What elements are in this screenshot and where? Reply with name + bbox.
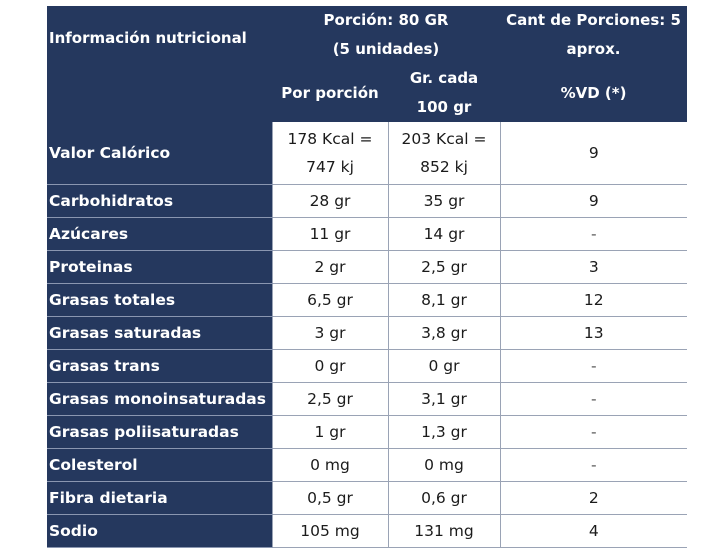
- row-label: Grasas poliisaturadas: [47, 415, 272, 449]
- cell-vd: 3: [499, 250, 687, 284]
- table-row: Colesterol 0 mg 0 mg -: [47, 448, 687, 482]
- cell-vd: 13: [499, 316, 687, 350]
- cell-per100-line1: 203 Kcal =: [401, 130, 487, 148]
- cell-vd: 12: [499, 283, 687, 317]
- row-label: Proteinas: [47, 250, 272, 284]
- cell-per100: 8,1 gr: [387, 283, 500, 317]
- cell-per100: 3,8 gr: [387, 316, 500, 350]
- row-label: Fibra dietaria: [47, 481, 272, 515]
- table-row: Proteinas 2 gr 2,5 gr 3: [47, 250, 687, 284]
- table-row: Grasas poliisaturadas 1 gr 1,3 gr -: [47, 415, 687, 449]
- table-row: Fibra dietaria 0,5 gr 0,6 gr 2: [47, 481, 687, 515]
- cell-portion: 2,5 gr: [271, 382, 388, 416]
- cell-vd: -: [499, 448, 687, 482]
- col-per-100g-line2: 100 gr: [416, 98, 472, 116]
- cell-per100: 131 mg: [387, 514, 500, 548]
- row-label: Colesterol: [47, 448, 272, 482]
- cell-per100: 0,6 gr: [387, 481, 500, 515]
- portion-units: (5 unidades): [332, 40, 440, 58]
- cell-portion: 0 mg: [271, 448, 388, 482]
- cell-per100-line2: 852 kj: [420, 158, 468, 176]
- table-row: Azúcares 11 gr 14 gr -: [47, 217, 687, 251]
- cell-per100: 203 Kcal = 852 kj: [387, 122, 500, 185]
- cell-per100: 2,5 gr: [387, 250, 500, 284]
- cell-vd: -: [499, 382, 687, 416]
- row-label: Carbohidratos: [47, 184, 272, 218]
- servings-count: Cant de Porciones: 5: [506, 11, 681, 29]
- row-label: Sodio: [47, 514, 272, 548]
- cell-portion: 6,5 gr: [271, 283, 388, 317]
- cell-vd: 2: [499, 481, 687, 515]
- cell-vd: 4: [499, 514, 687, 548]
- header-servings: Cant de Porciones: 5 aprox.: [500, 6, 687, 64]
- row-label: Grasas totales: [47, 283, 272, 317]
- table-row: Carbohidratos 28 gr 35 gr 9: [47, 184, 687, 218]
- nutrition-table-container: Información nutricional Porción: 80 GR (…: [47, 6, 687, 548]
- cell-portion: 1 gr: [271, 415, 388, 449]
- cell-portion: 2 gr: [271, 250, 388, 284]
- col-vd: %VD (*): [500, 64, 687, 122]
- cell-portion: 3 gr: [271, 316, 388, 350]
- cell-portion: 0,5 gr: [271, 481, 388, 515]
- table-row: Grasas monoinsaturadas 2,5 gr 3,1 gr -: [47, 382, 687, 416]
- col-per-100g-line1: Gr. cada: [409, 69, 479, 87]
- row-label: Grasas saturadas: [47, 316, 272, 350]
- cell-portion-line1: 178 Kcal =: [287, 130, 373, 148]
- cell-vd: -: [499, 217, 687, 251]
- header-title: Información nutricional: [47, 6, 272, 122]
- table-row: Valor Calórico 178 Kcal = 747 kj 203 Kca…: [47, 122, 687, 185]
- cell-portion-line2: 747 kj: [306, 158, 354, 176]
- col-per-100g: Gr. cada 100 gr: [388, 64, 500, 122]
- table-row: Grasas trans 0 gr 0 gr -: [47, 349, 687, 383]
- servings-approx: aprox.: [566, 40, 621, 58]
- cell-per100: 0 gr: [387, 349, 500, 383]
- cell-per100: 1,3 gr: [387, 415, 500, 449]
- header-portion: Porción: 80 GR (5 unidades): [272, 6, 500, 64]
- cell-portion: 0 gr: [271, 349, 388, 383]
- cell-per100: 0 mg: [387, 448, 500, 482]
- cell-portion: 105 mg: [271, 514, 388, 548]
- cell-per100: 14 gr: [387, 217, 500, 251]
- cell-vd: 9: [499, 122, 687, 185]
- row-label: Valor Calórico: [47, 122, 272, 185]
- cell-portion: 178 Kcal = 747 kj: [271, 122, 388, 185]
- table-row: Grasas totales 6,5 gr 8,1 gr 12: [47, 283, 687, 317]
- cell-portion: 28 gr: [271, 184, 388, 218]
- nutrition-table: Información nutricional Porción: 80 GR (…: [47, 6, 687, 548]
- cell-per100: 3,1 gr: [387, 382, 500, 416]
- row-label: Grasas monoinsaturadas: [47, 382, 272, 416]
- row-label: Grasas trans: [47, 349, 272, 383]
- col-per-portion: Por porción: [272, 64, 388, 122]
- cell-portion: 11 gr: [271, 217, 388, 251]
- table-row: Sodio 105 mg 131 mg 4: [47, 514, 687, 548]
- cell-per100: 35 gr: [387, 184, 500, 218]
- table-header: Información nutricional Porción: 80 GR (…: [47, 6, 687, 122]
- cell-vd: -: [499, 415, 687, 449]
- cell-vd: -: [499, 349, 687, 383]
- table-row: Grasas saturadas 3 gr 3,8 gr 13: [47, 316, 687, 350]
- portion-size: Porción: 80 GR: [323, 11, 449, 29]
- row-label: Azúcares: [47, 217, 272, 251]
- cell-vd: 9: [499, 184, 687, 218]
- table-body: Valor Calórico 178 Kcal = 747 kj 203 Kca…: [47, 122, 687, 548]
